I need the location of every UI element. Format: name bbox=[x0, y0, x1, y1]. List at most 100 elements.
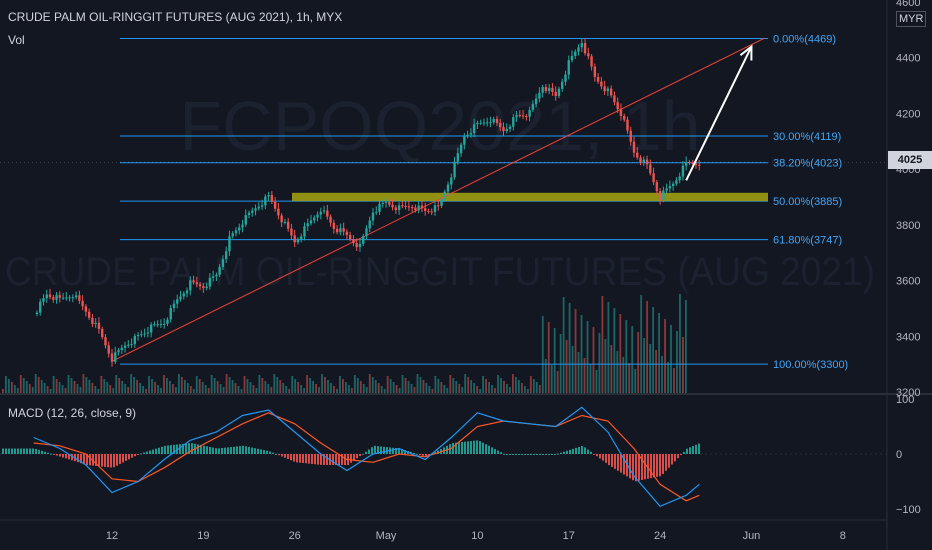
volume-bar bbox=[431, 389, 434, 393]
volume-bar bbox=[592, 327, 595, 393]
candle-body bbox=[68, 297, 71, 299]
time-tick-label: 12 bbox=[106, 530, 118, 542]
candle-body bbox=[658, 191, 662, 200]
candle-body bbox=[567, 60, 570, 75]
macd-hist-bar bbox=[668, 454, 670, 468]
candle-body bbox=[87, 311, 91, 318]
volume-label: Vol bbox=[8, 33, 25, 47]
candle-body bbox=[606, 88, 610, 92]
candle-body bbox=[283, 221, 287, 223]
macd-hist-bar bbox=[92, 454, 94, 466]
volume-bar bbox=[407, 381, 410, 393]
candle-body bbox=[381, 202, 384, 204]
volume-bar bbox=[306, 375, 309, 393]
volume-bar bbox=[288, 389, 291, 393]
candle-body bbox=[185, 290, 189, 294]
macd-hist-bar bbox=[479, 441, 481, 454]
time-tick-label: Jun bbox=[743, 530, 761, 542]
candle-body bbox=[355, 243, 358, 248]
volume-bar bbox=[634, 369, 637, 393]
candle-body bbox=[71, 297, 75, 299]
price-tick-label: 3400 bbox=[896, 331, 920, 343]
candle-body bbox=[208, 277, 212, 287]
candle-body bbox=[163, 323, 166, 325]
candle-body bbox=[544, 87, 548, 92]
macd-hist-bar bbox=[83, 454, 85, 465]
volume-bar bbox=[318, 387, 320, 393]
candle-body bbox=[303, 226, 306, 237]
fib-label: 50.00%(3885) bbox=[773, 196, 842, 208]
volume-bar bbox=[350, 388, 353, 393]
candle-body bbox=[613, 95, 616, 103]
volume-bar bbox=[532, 379, 535, 393]
volume-bar bbox=[622, 357, 625, 393]
volume-bar bbox=[151, 379, 153, 393]
volume-bar bbox=[243, 376, 246, 393]
candle-body bbox=[296, 239, 300, 243]
volume-bar bbox=[339, 376, 341, 393]
macd-hist-bar bbox=[536, 454, 538, 455]
candle-body bbox=[662, 190, 665, 200]
volume-bar bbox=[452, 378, 455, 393]
candle-body bbox=[316, 214, 319, 218]
candle-body bbox=[362, 236, 365, 244]
volume-bar bbox=[404, 378, 407, 393]
volume-bar bbox=[28, 384, 31, 393]
macd-hist-bar bbox=[263, 450, 265, 454]
volume-bar bbox=[503, 381, 505, 393]
macd-hist-bar bbox=[149, 450, 151, 454]
macd-hist-bar bbox=[56, 454, 58, 456]
macd-hist-bar bbox=[398, 448, 400, 454]
volume-bar bbox=[174, 387, 177, 393]
last-price-badge: 4025 bbox=[888, 151, 932, 169]
macd-hist-bar bbox=[143, 452, 145, 454]
macd-hist-bar bbox=[341, 454, 343, 465]
candle-body bbox=[198, 284, 202, 287]
volume-bar bbox=[559, 334, 562, 393]
macd-hist-bar bbox=[311, 454, 313, 464]
candle-body bbox=[172, 303, 176, 308]
candle-body bbox=[94, 322, 97, 324]
candle-body bbox=[593, 66, 597, 77]
candle-body bbox=[149, 324, 153, 333]
macd-hist-bar bbox=[632, 454, 634, 481]
watermark-symbol: FCPOQ2021, 1h bbox=[179, 87, 700, 165]
volume-bar bbox=[625, 320, 628, 393]
volume-bar bbox=[207, 388, 210, 393]
volume-bar bbox=[389, 379, 392, 393]
candle-body bbox=[91, 317, 94, 324]
volume-bar bbox=[64, 388, 67, 393]
macd-hist-bar bbox=[677, 454, 679, 459]
candle-body bbox=[273, 201, 277, 209]
macd-hist-bar bbox=[608, 454, 610, 466]
volume-bar bbox=[154, 382, 156, 393]
volume-bar bbox=[553, 328, 556, 393]
volume-bar bbox=[377, 383, 380, 393]
volume-bar bbox=[312, 381, 314, 393]
volume-bar bbox=[189, 386, 192, 393]
candle-body bbox=[688, 162, 691, 164]
volume-bar bbox=[601, 296, 604, 393]
candle-body bbox=[136, 335, 140, 337]
candle-body bbox=[153, 324, 156, 326]
macd-tick-label: −100 bbox=[896, 504, 921, 516]
volume-bar bbox=[461, 387, 464, 393]
macd-hist-bar bbox=[572, 448, 574, 454]
volume-bar bbox=[383, 389, 386, 393]
volume-bar bbox=[142, 386, 144, 393]
candle-body bbox=[574, 51, 577, 56]
candle-body bbox=[215, 274, 218, 277]
candle-body bbox=[410, 207, 414, 209]
volume-bar bbox=[210, 375, 213, 393]
currency-badge[interactable]: MYR bbox=[896, 11, 927, 27]
candle-body bbox=[685, 162, 688, 166]
macd-hist-bar bbox=[380, 446, 382, 454]
macd-hist-bar bbox=[173, 444, 175, 454]
volume-bar bbox=[419, 377, 422, 393]
candle-body bbox=[427, 210, 430, 212]
candle-body bbox=[326, 210, 329, 217]
macd-line bbox=[33, 406, 700, 508]
volume-bar bbox=[342, 379, 344, 393]
macd-hist-bar bbox=[584, 447, 586, 454]
